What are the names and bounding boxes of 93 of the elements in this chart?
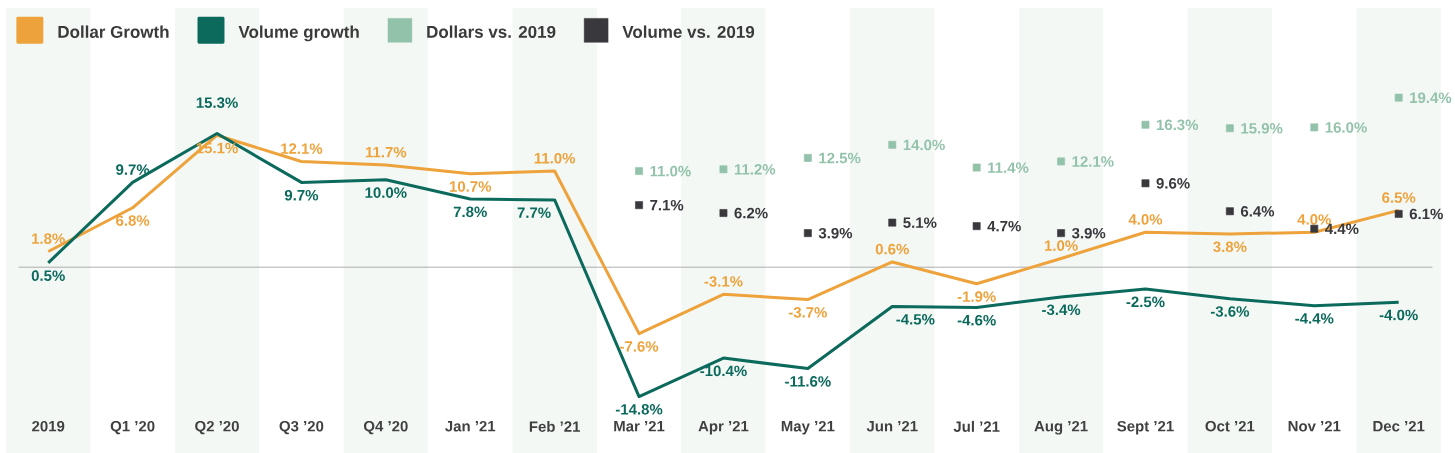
data-label: 0.6% [875, 243, 909, 255]
data-label: 11.0% [650, 165, 691, 177]
data-label: -4.0% [1379, 309, 1418, 321]
data-label: 6.2% [734, 207, 768, 219]
x-tick-label: Q4 ’20 [363, 420, 408, 435]
x-tick-label: Q1 ’20 [110, 420, 155, 435]
legend-label: Dollar Growth [58, 25, 169, 38]
data-label: -3.6% [1210, 305, 1250, 317]
x-tick-label: Oct ’21 [1205, 420, 1255, 432]
data-label: 10.0% [365, 187, 407, 198]
x-tick-label: Feb ’21 [529, 420, 581, 432]
x-tick-label: May ’21 [781, 420, 835, 435]
data-label: 11.0% [534, 152, 576, 164]
data-label: 16.3% [1156, 119, 1199, 130]
data-label: 4.7% [987, 220, 1021, 232]
data-label: 5.1% [903, 217, 937, 228]
point [719, 165, 728, 173]
data-label: 10.7% [449, 181, 492, 192]
x-tick-label: Mar ’21 [614, 420, 665, 432]
x-tick-label: Dec ’21 [1373, 420, 1425, 432]
point [1394, 93, 1403, 102]
point [803, 153, 812, 162]
data-label: 3.9% [818, 227, 853, 239]
data-label: 6.8% [116, 215, 150, 226]
x-tick-label: Aug ’21 [1034, 420, 1088, 435]
point [1310, 123, 1319, 132]
point [1141, 120, 1150, 129]
data-label: 9.7% [116, 164, 150, 175]
data-label: -3.4% [1042, 304, 1081, 315]
data-label: -1.9% [957, 291, 996, 302]
data-label: 12.1% [281, 143, 323, 154]
data-label: 16.0% [1325, 121, 1367, 133]
data-label: 9.6% [1156, 177, 1190, 189]
point [888, 218, 897, 227]
data-label: -11.6% [785, 375, 831, 387]
x-tick-label: Jan ’21 [445, 420, 496, 432]
point [888, 140, 897, 149]
data-label: 9.7% [284, 189, 319, 201]
point [635, 166, 643, 175]
data-label: 1.0% [1044, 240, 1078, 251]
data-label: 0.5% [31, 270, 65, 281]
point [1225, 207, 1234, 215]
x-tick-label: Sept ’21 [1117, 420, 1174, 435]
data-label: 11.2% [734, 163, 776, 175]
data-label: 1.8% [32, 233, 65, 244]
x-tick-label: 2019 [32, 420, 65, 432]
data-label: 12.1% [1072, 156, 1114, 167]
legend-label: Volume growth [238, 25, 359, 42]
legend-label: Dollars vs. 2019 [427, 25, 556, 38]
x-tick-label: Jul ’21 [953, 420, 1000, 432]
data-label: 6.1% [1409, 208, 1443, 220]
data-label: -4.5% [896, 313, 935, 325]
data-label: 15.3% [196, 97, 238, 108]
data-label: -4.6% [957, 314, 996, 326]
data-label: 3.9% [1071, 227, 1106, 239]
data-label: -3.7% [788, 306, 828, 318]
data-label: 4.0% [1128, 213, 1163, 225]
data-label: -7.6% [620, 340, 659, 352]
data-label: 7.7% [517, 207, 551, 218]
x-tick-label: Q3 ’20 [279, 420, 324, 435]
data-label: 7.1% [650, 199, 684, 211]
x-tick-label: Nov ’21 [1288, 420, 1341, 432]
data-label: -3.1% [704, 275, 743, 287]
point [635, 201, 643, 209]
data-label: 6.4% [1240, 205, 1275, 217]
data-label: 11.7% [365, 146, 407, 158]
data-label: 4.0% [1297, 213, 1331, 225]
point [1394, 209, 1403, 218]
point [803, 229, 812, 237]
point [719, 208, 728, 217]
data-label: 4.4% [1325, 223, 1359, 234]
data-label: 12.5% [819, 152, 861, 164]
data-label: 14.0% [903, 139, 945, 151]
data-label: 19.4% [1410, 92, 1452, 103]
point [972, 222, 981, 230]
point [972, 163, 981, 172]
point [1225, 124, 1234, 132]
data-label: 11.4% [988, 162, 1029, 173]
data-label: -14.8% [615, 403, 663, 415]
data-label: -4.4% [1295, 312, 1334, 324]
data-label: 6.5% [1382, 192, 1416, 203]
x-tick-label: Jun ’21 [866, 420, 918, 432]
data-label: -10.4% [700, 365, 747, 376]
point [1141, 179, 1150, 187]
data-label: -2.5% [1126, 296, 1165, 307]
x-tick-label: Q2 ’20 [195, 420, 239, 435]
x-tick-label: Apr ’21 [698, 420, 749, 435]
point [1057, 229, 1065, 237]
legend-label: Volume vs. 2019 [622, 25, 755, 38]
data-label: 15.9% [1241, 122, 1283, 134]
data-label: 3.8% [1213, 241, 1247, 252]
point [1057, 157, 1065, 166]
data-label: 7.8% [453, 206, 487, 217]
